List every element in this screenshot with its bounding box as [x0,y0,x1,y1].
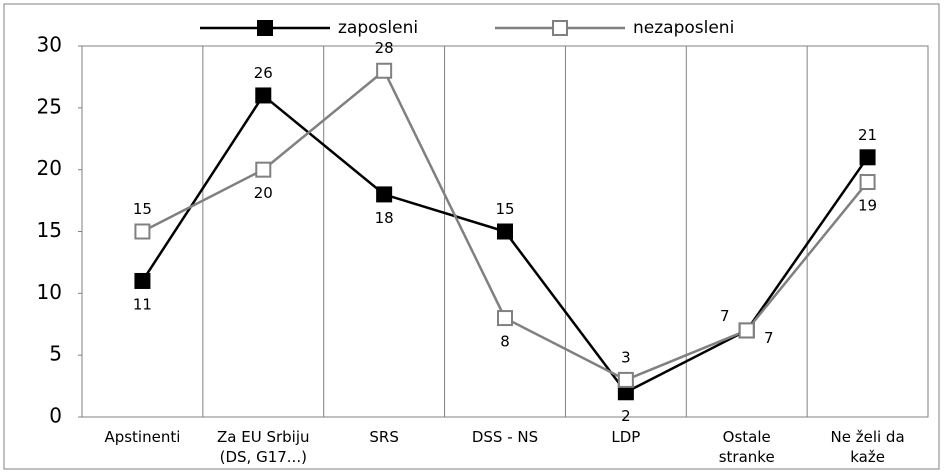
x-tick-line: (DS, G17...) [220,448,307,466]
x-tick-line: LDP [611,428,640,446]
x-tick-line: SRS [369,428,398,446]
marker [738,322,755,339]
legend-label: nezaposleni [633,18,734,38]
x-tick-line: Ostale [723,428,771,446]
x-tick-label: Apstinenti [104,428,180,446]
data-label: 7 [720,307,730,325]
legend-label: zaposleni [338,18,418,38]
legend-marker [552,20,568,36]
y-tick-label: 0 [49,404,62,428]
x-tick-line: kaže [850,448,885,466]
y-tick-label: 30 [37,33,62,57]
x-tick-line: Ne želi da [831,428,905,446]
data-label: 7 [764,329,774,347]
x-tick-line: stranke [719,448,775,466]
x-tick-label: SRS [369,428,398,446]
y-tick-label: 25 [37,94,62,118]
marker [255,87,272,104]
x-tick-label: Ostale stranke [719,428,775,466]
x-tick-label: DSS - NS [472,428,538,446]
x-tick-line: Za EU Srbiju [217,428,310,446]
data-label: 20 [254,184,273,202]
frame [3,3,940,470]
y-tick-label: 15 [37,218,62,242]
data-label: 28 [375,39,394,57]
x-tick-label: Za EU Srbiju (DS, G17...) [217,428,310,466]
x-tick-line: Apstinenti [104,428,180,446]
data-label: 3 [621,348,631,366]
marker [497,223,513,240]
marker [617,371,634,388]
data-label: 21 [858,126,877,144]
x-tick-line: DSS - NS [472,428,538,446]
marker [859,149,876,166]
marker [134,223,151,240]
data-label: 8 [500,333,510,351]
y-tick-label: 5 [49,342,62,366]
marker [376,186,393,203]
legend-marker [257,20,273,36]
data-label: 11 [133,295,152,313]
x-tick-label: Ne želi da kaže [831,428,905,466]
y-tick-label: 10 [37,280,62,304]
data-label: 26 [254,64,273,82]
marker [134,272,151,289]
marker [859,174,876,191]
y-tick-label: 20 [37,156,62,180]
data-label: 18 [375,209,394,227]
data-label: 19 [858,197,877,215]
data-label: 15 [133,200,152,218]
x-tick-label: LDP [611,428,640,446]
data-label: 15 [495,200,514,218]
marker [255,161,272,178]
data-label: 2 [621,407,631,425]
marker [376,62,393,79]
marker [497,310,513,327]
